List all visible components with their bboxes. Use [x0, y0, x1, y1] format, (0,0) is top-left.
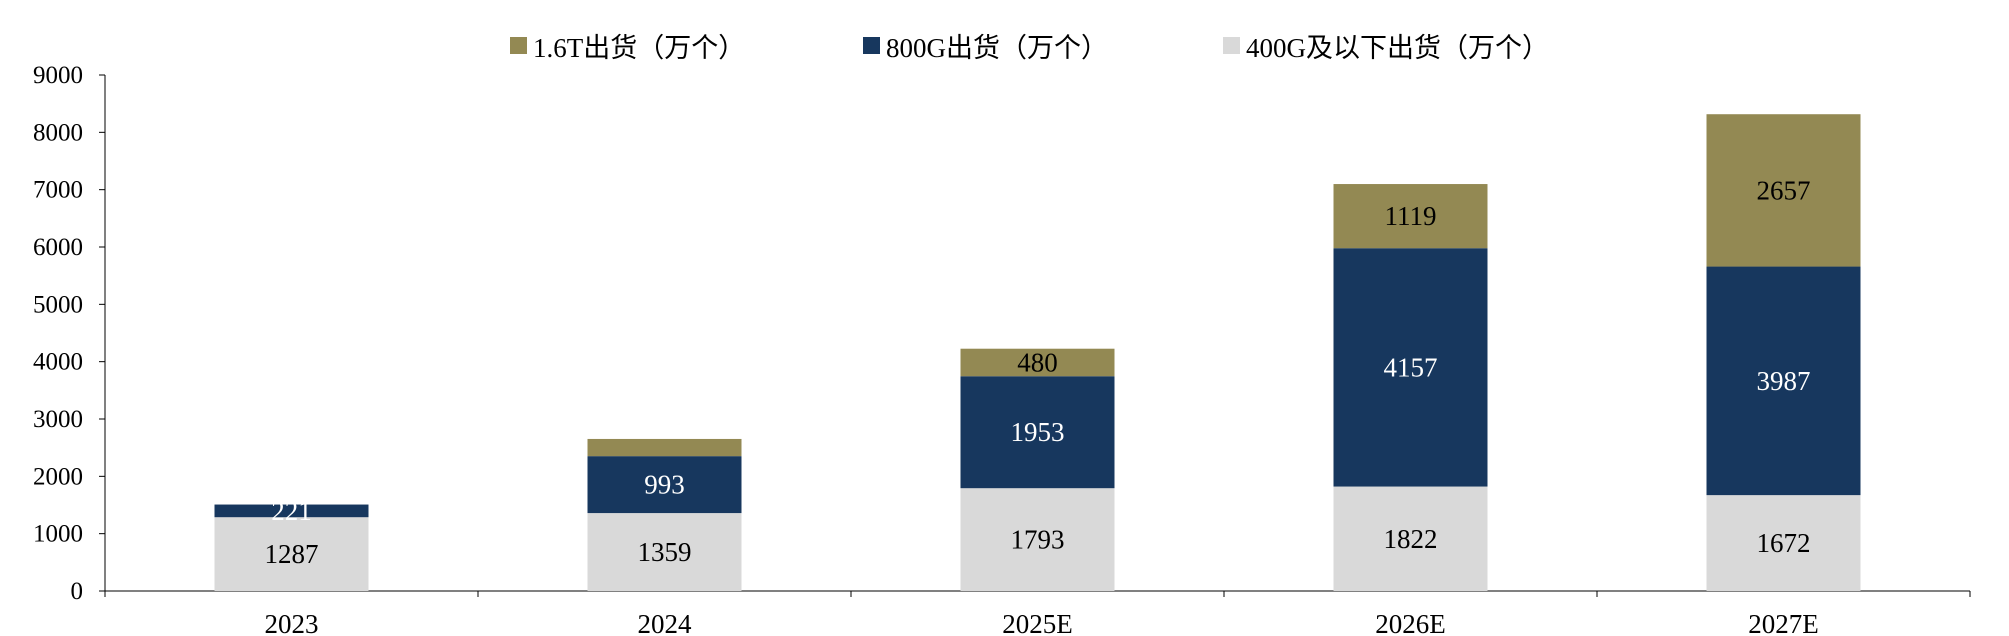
bar-segment [1333, 486, 1488, 591]
y-tick-label: 6000 [33, 234, 83, 261]
bar-segment [1706, 114, 1861, 267]
x-tick-label: 2027E [1748, 609, 1819, 636]
bar-segment [960, 376, 1115, 489]
data-label: 1953 [1011, 417, 1065, 447]
y-tick-label: 1000 [33, 521, 83, 548]
y-tick-label: 4000 [33, 349, 83, 376]
bar-segment [1333, 248, 1488, 487]
legend-swatch-800g [863, 37, 880, 54]
bar-segment [1706, 266, 1861, 496]
data-label: 1287 [265, 539, 319, 569]
x-tick-label: 2024 [638, 609, 693, 636]
data-label: 2657 [1757, 175, 1811, 205]
data-label: 1822 [1384, 524, 1438, 554]
bar-segment [960, 348, 1115, 377]
bar-segment [587, 513, 742, 591]
legend-label-400g: 400G及以下出货（万个） [1246, 33, 1549, 63]
data-label: 221 [271, 496, 312, 526]
y-tick-label: 7000 [33, 177, 83, 204]
legend-item-1-6t: 1.6T出货（万个） [510, 26, 745, 65]
bar-segment [587, 456, 742, 514]
bar-segment [214, 517, 369, 591]
bar-segment [214, 504, 369, 518]
data-label: 480 [1017, 347, 1058, 377]
data-label: 3987 [1757, 366, 1811, 396]
legend-swatch-1-6t [510, 37, 527, 54]
data-label: 993 [644, 470, 685, 500]
y-tick-label: 8000 [33, 119, 83, 146]
y-tick-label: 9000 [33, 62, 83, 89]
y-tick-label: 3000 [33, 406, 83, 433]
x-tick-label: 2023 [265, 609, 319, 636]
legend-label-1-6t: 1.6T出货（万个） [533, 33, 746, 63]
plot-area: 0 1000 2000 3000 4000 5000 6000 7000 8000 9000 128… [33, 62, 1971, 636]
bar-segment [960, 488, 1115, 591]
y-tick-label: 5000 [33, 291, 83, 318]
legend: 1.6T出货（万个） 800G出货（万个） 400G及以下出货（万个） [0, 26, 2009, 66]
legend-item-400g: 400G及以下出货（万个） [1223, 26, 1549, 65]
legend-item-800g: 800G出货（万个） [863, 26, 1108, 65]
bar-segment [587, 438, 742, 457]
legend-swatch-400g [1223, 37, 1240, 54]
y-tick-label: 0 [71, 578, 84, 605]
y-tick-label: 2000 [33, 463, 83, 490]
data-label: 1119 [1385, 201, 1437, 231]
bar-segment [1333, 184, 1488, 249]
bar-segment [1706, 495, 1861, 591]
x-tick-label: 2025E [1002, 609, 1073, 636]
data-label: 4157 [1384, 352, 1438, 382]
data-label: 1793 [1011, 525, 1065, 555]
legend-label-800g: 800G出货（万个） [886, 33, 1108, 63]
data-label: 1672 [1757, 528, 1811, 558]
data-label: 1359 [638, 537, 692, 567]
x-tick-label: 2026E [1375, 609, 1446, 636]
